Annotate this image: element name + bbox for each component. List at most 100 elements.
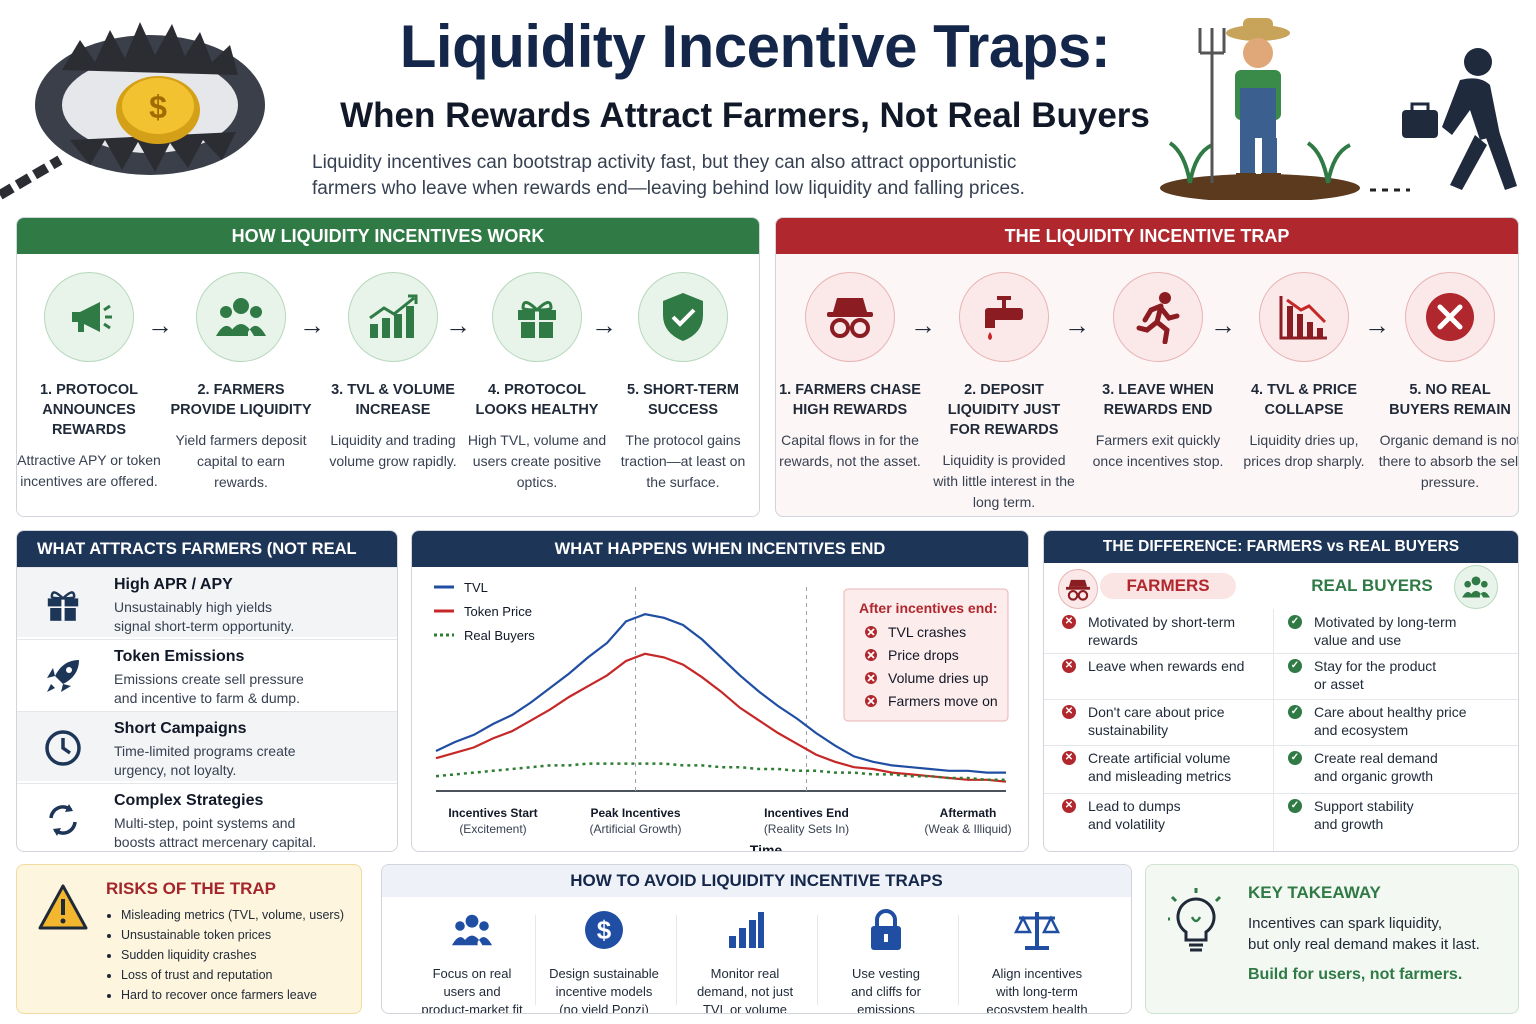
attracts-farmers-panel: WHAT ATTRACTS FARMERS (NOT REAL USERS) H… [16, 530, 398, 852]
attracts-heading: WHAT ATTRACTS FARMERS (NOT REAL USERS) [17, 531, 397, 594]
incentives-end-chart-panel: WHAT HAPPENS WHEN INCENTIVES END TVL Toke… [411, 530, 1029, 852]
takeaway-text: Incentives can spark liquidity, but only… [1248, 915, 1480, 953]
x-icon-mark [867, 628, 875, 636]
x-axis-label: Time [750, 842, 783, 852]
cycle-arrows-icon [39, 798, 87, 842]
users-icon [402, 905, 542, 955]
arrow-right-icon: → [910, 310, 936, 340]
arrow-right-icon: → [1210, 310, 1236, 340]
trap-step: 3. LEAVE WHEN REWARDS END Farmers exit q… [1086, 272, 1230, 472]
running-icon [1113, 272, 1203, 362]
buyers-label: REAL BUYERS [1311, 576, 1433, 595]
check-icon: ✓ [1288, 799, 1302, 813]
arrow-right-icon: → [1364, 310, 1390, 340]
intro-text: Liquidity incentives can bootstrap activ… [312, 152, 1025, 199]
x-icon-mark [867, 651, 875, 659]
buyer-trait: ✓ Stay for the product or asset [1288, 657, 1514, 693]
megaphone-icon [44, 272, 134, 362]
farmer-trait: ✕ Don't care about price sustainability [1062, 703, 1268, 739]
falling-chart-icon [1259, 272, 1349, 362]
check-icon: ✓ [1288, 659, 1302, 673]
callout-item: TVL crashes [888, 624, 966, 640]
row-divider [1044, 793, 1518, 794]
legend-label: Real Buyers [464, 628, 535, 643]
attract-item: Complex Strategies Multi-step, point sys… [17, 783, 397, 851]
farmer-illustration [1150, 8, 1360, 202]
series-line-0 [435, 613, 1006, 774]
scales-icon [967, 905, 1107, 955]
page-subtitle: When Rewards Attract Farmers, Not Real B… [340, 96, 1150, 135]
avoid-traps-panel: HOW TO AVOID LIQUIDITY INCENTIVE TRAPS F… [381, 864, 1132, 1014]
trap-step: 1. FARMERS CHASE HIGH REWARDS Capital fl… [778, 272, 922, 472]
farmer-trait: ✕ Leave when rewards end [1062, 657, 1268, 675]
callout-item: Volume dries up [888, 670, 989, 686]
list-item: Unsustainable token prices [121, 925, 344, 945]
takeaway-cta: Build for users, not farmers. [1248, 966, 1463, 983]
avoid-item: Monitor real demand, not just TVL or volum… [675, 905, 815, 1013]
growth-chart-icon [348, 272, 438, 362]
shield-check-icon [638, 272, 728, 362]
leaving-person-illustration [1360, 40, 1530, 200]
x-circle-icon [1405, 272, 1495, 362]
how-heading: HOW LIQUIDITY INCENTIVES WORK [17, 218, 759, 254]
how-incentives-work-panel: HOW LIQUIDITY INCENTIVES WORK 1. PROTOCO… [16, 217, 760, 517]
x-icon-mark [867, 674, 875, 682]
dollar-icon: $ [534, 905, 674, 955]
divider [535, 915, 536, 1005]
avoid-heading: HOW TO AVOID LIQUIDITY INCENTIVE TRAPS [382, 865, 1131, 897]
row-divider [1044, 699, 1518, 700]
clock-icon [39, 726, 87, 770]
arrow-right-icon: → [591, 310, 617, 340]
risks-panel: RISKS OF THE TRAP Misleading metrics (TV… [16, 864, 362, 1014]
page-title: Liquidity Incentive Traps: [399, 13, 1111, 80]
x-icon-mark [867, 697, 875, 705]
arrow-right-icon: → [1064, 310, 1090, 340]
arrow-right-icon: → [147, 310, 173, 340]
users-icon [1454, 565, 1498, 609]
risks-list: Misleading metrics (TVL, volume, users) … [121, 905, 344, 1005]
divider [676, 915, 677, 1005]
warning-icon [37, 883, 89, 936]
x-icon: ✕ [1062, 751, 1076, 765]
x-tick-sublabel: (Excitement) [459, 822, 526, 836]
x-icon: ✕ [1062, 705, 1076, 719]
arrow-right-icon: → [299, 310, 325, 340]
how-step: 4. PROTOCOL LOOKS HEALTHY High TVL, volu… [465, 272, 609, 493]
x-tick-label: Incentives End [764, 806, 849, 820]
disguise-icon [1058, 569, 1098, 609]
buyer-trait: ✓ Create real demand and organic growth [1288, 749, 1514, 785]
x-icon: ✕ [1062, 659, 1076, 673]
series-line-2 [435, 762, 1006, 782]
buyer-trait: ✓ Care about healthy price and ecosystem [1288, 703, 1514, 739]
trap-heading: THE LIQUIDITY INCENTIVE TRAP [776, 218, 1518, 254]
farmer-trait: ✕ Create artificial volume and misleading … [1062, 749, 1268, 785]
how-step: 1. PROTOCOL ANNOUNCES REWARDS Attractive… [17, 272, 161, 492]
incentive-trap-panel: THE LIQUIDITY INCENTIVE TRAP 1. FARMERS … [775, 217, 1519, 517]
check-icon: ✓ [1288, 615, 1302, 629]
compare-heading: THE DIFFERENCE: FARMERS vs REAL BUYERS [1044, 531, 1518, 563]
chart-title: WHAT HAPPENS WHEN INCENTIVES END [412, 531, 1028, 567]
how-step: 3. TVL & VOLUME INCREASE Liquidity and t… [321, 272, 465, 472]
avoid-item: Use vesting and cliffs for emissions [816, 905, 956, 1013]
x-tick-sublabel: (Reality Sets In) [764, 822, 849, 836]
rocket-icon [39, 654, 87, 698]
bar-chart-icon [675, 905, 815, 955]
trap-step: 5. NO REAL BUYERS REMAIN Organic demand … [1378, 272, 1518, 493]
x-tick-sublabel: (Weak & Illiquid) [924, 822, 1011, 836]
risks-heading: RISKS OF THE TRAP [106, 879, 277, 898]
farmer-trait: ✕ Motivated by short-term rewards [1062, 613, 1268, 649]
callout-box [843, 588, 1009, 722]
attract-item: Token Emissions Emissions create sell pr… [17, 639, 397, 709]
takeaway-heading: KEY TAKEAWAY [1248, 883, 1381, 902]
check-icon: ✓ [1288, 705, 1302, 719]
callout-title: After incentives end: [859, 600, 997, 616]
x-icon: ✕ [1062, 799, 1076, 813]
list-item: Loss of trust and reputation [121, 965, 344, 985]
avoid-item: $ Design sustainable incentive models (no … [534, 905, 674, 1013]
attract-item: Short Campaigns Time-limited programs cr… [17, 711, 397, 781]
arrow-right-icon: → [445, 310, 471, 340]
row-divider [1044, 653, 1518, 654]
gift-icon [39, 582, 87, 626]
svg-text:$: $ [597, 915, 612, 945]
key-takeaway-panel: KEY TAKEAWAY Incentives can spark liquid… [1145, 864, 1519, 1014]
